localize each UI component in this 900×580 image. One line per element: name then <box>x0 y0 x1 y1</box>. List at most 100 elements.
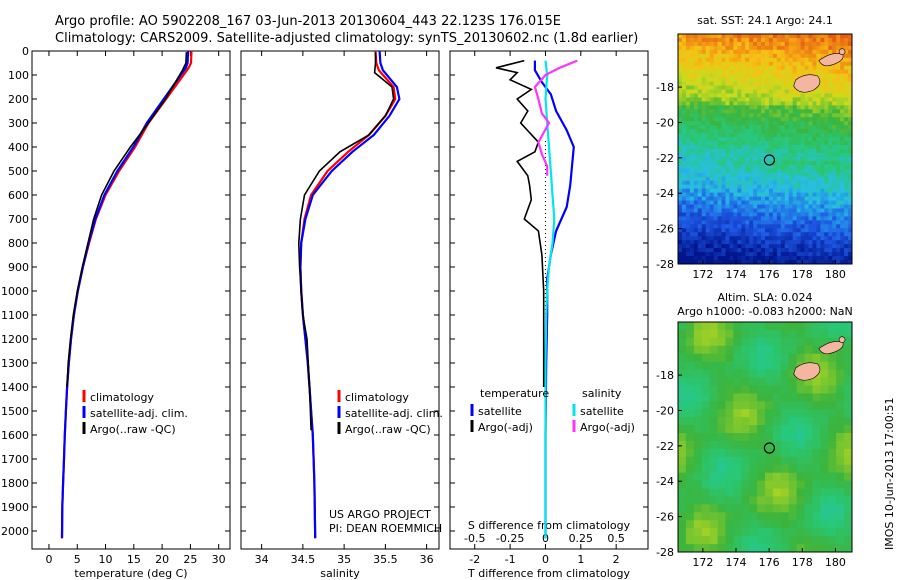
map-cell <box>812 34 817 39</box>
map-cell <box>780 176 786 182</box>
map-cell <box>721 113 726 118</box>
map-cell <box>800 228 805 233</box>
map-cell <box>840 156 845 162</box>
map-cell <box>697 224 703 229</box>
map-cell <box>681 141 687 146</box>
map-cell <box>800 256 805 261</box>
map-cell <box>844 61 849 67</box>
map-cell <box>737 156 742 162</box>
map-cell <box>828 393 837 402</box>
map-cell <box>844 244 849 249</box>
map-cell <box>749 97 754 102</box>
map-cell <box>844 236 849 241</box>
map-cell <box>693 232 699 237</box>
map-cell <box>705 57 711 63</box>
map-cell <box>757 45 762 51</box>
map-cell <box>681 49 687 55</box>
map-cell <box>678 188 683 194</box>
map-cell <box>709 256 714 261</box>
map-cell <box>768 180 774 186</box>
map-cell <box>685 141 691 146</box>
map-cell <box>772 109 778 114</box>
map-cell <box>685 93 691 98</box>
map-cell <box>713 224 718 229</box>
map-cell <box>757 188 762 194</box>
map-cell <box>689 240 695 245</box>
map-cell <box>678 168 683 174</box>
map-cell <box>733 212 738 217</box>
map-cell <box>848 244 853 249</box>
map-cell <box>681 228 687 233</box>
map-cell <box>820 361 829 370</box>
map-cell <box>812 385 821 394</box>
map-cell <box>792 57 798 63</box>
map-cell <box>816 236 821 241</box>
map-cell <box>788 81 794 86</box>
map-cell <box>693 544 703 553</box>
map-cell <box>697 45 703 51</box>
map-cell <box>725 212 730 217</box>
map-cell <box>701 172 707 178</box>
map-cell <box>772 121 778 126</box>
map-cell <box>772 464 782 474</box>
map-cell <box>780 149 786 154</box>
map-cell <box>741 433 750 442</box>
map-cell <box>737 152 742 158</box>
map-cell <box>788 172 794 178</box>
map-cell <box>725 81 730 86</box>
map-cell <box>784 53 790 59</box>
map-cell <box>780 164 786 170</box>
map-cell <box>741 125 746 130</box>
map-cell <box>761 232 766 237</box>
map-cell <box>721 129 726 134</box>
map-cell <box>705 133 711 138</box>
map-cell <box>725 69 730 75</box>
map-cell <box>725 160 730 166</box>
map-cell <box>844 260 849 265</box>
map-cell <box>780 180 786 186</box>
map-cell <box>689 248 695 253</box>
map-cell <box>796 220 801 225</box>
map-cell <box>761 196 766 201</box>
map-cell <box>804 488 813 497</box>
map-cell <box>836 105 841 110</box>
map-cell <box>784 240 790 245</box>
map-cell <box>832 164 837 170</box>
map-cell <box>753 256 758 261</box>
map-cell <box>804 512 813 521</box>
map-cell <box>832 145 837 150</box>
map-cell <box>828 480 837 489</box>
map-cell <box>729 141 734 146</box>
map-cell <box>741 393 750 402</box>
map-cell <box>784 152 790 158</box>
map-cell <box>721 172 726 178</box>
map-cell <box>761 105 766 110</box>
map-cell <box>828 488 837 497</box>
map-cell <box>725 45 730 51</box>
map-cell <box>725 322 734 331</box>
map-cell <box>788 512 798 521</box>
map-cell <box>681 240 687 245</box>
map-cell <box>780 544 790 553</box>
map-cell <box>768 77 774 82</box>
map-cell <box>685 204 691 209</box>
map-cell <box>772 200 778 205</box>
map-cell <box>812 440 821 450</box>
map-cell <box>749 73 754 79</box>
map-cell <box>796 464 805 474</box>
map-cell <box>765 41 770 47</box>
x-tick-label: 34.5 <box>291 553 316 566</box>
map-cell <box>820 377 829 386</box>
map-cell <box>757 53 762 59</box>
map-cell <box>780 528 790 537</box>
map-cell <box>713 160 718 166</box>
map-cell <box>713 93 718 98</box>
map-cell <box>812 417 821 426</box>
map-cell <box>824 117 829 122</box>
map-cell <box>836 240 841 245</box>
map-cell <box>824 184 829 190</box>
map-cell <box>761 176 766 182</box>
map-cell <box>772 81 778 86</box>
map-cell <box>693 41 699 47</box>
map-cell <box>776 228 782 233</box>
